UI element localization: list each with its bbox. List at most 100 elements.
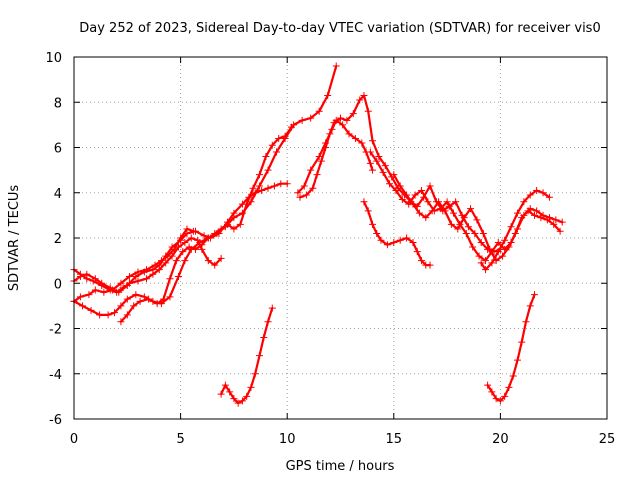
data-point (543, 216, 551, 224)
data-point (262, 153, 270, 161)
data-point (473, 216, 481, 224)
data-point (513, 356, 521, 364)
chart-title: Day 252 of 2023, Sidereal Day-to-day VTE… (79, 21, 600, 36)
data-point (396, 182, 404, 190)
data-point (211, 229, 219, 237)
data-point (479, 229, 487, 237)
data-point (166, 275, 174, 283)
data-point (409, 239, 417, 247)
series-line (298, 94, 502, 253)
data-point (294, 189, 302, 197)
x-tick-label: 0 (70, 432, 78, 447)
data-point (552, 216, 560, 224)
x-tick-label: 20 (492, 432, 509, 447)
series-arc-11 (477, 186, 553, 274)
data-point (368, 220, 376, 228)
series-arc-3 (70, 225, 197, 305)
data-point (511, 229, 519, 237)
series-arc-8 (360, 198, 434, 269)
series-line (296, 119, 374, 194)
data-point (403, 234, 411, 242)
data-point (204, 257, 212, 265)
data-point (234, 399, 242, 407)
y-tick-label: 4 (54, 187, 62, 202)
data-point (125, 272, 133, 280)
data-point (428, 207, 436, 215)
data-point (337, 114, 344, 122)
data-point (533, 207, 541, 215)
data-point (356, 96, 364, 104)
data-point (230, 225, 238, 233)
data-point (373, 229, 381, 237)
data-point (492, 395, 500, 403)
data-point (275, 134, 283, 142)
data-point (200, 232, 208, 240)
x-tick-label: 15 (386, 432, 403, 447)
data-point (526, 302, 534, 310)
data-point (130, 302, 138, 310)
data-point (153, 300, 161, 308)
x-tick-label: 10 (279, 432, 296, 447)
data-point (550, 220, 558, 228)
data-point (79, 302, 87, 310)
y-tick-label: 10 (45, 51, 62, 66)
data-point (349, 110, 357, 118)
data-point (462, 229, 470, 237)
x-tick-label: 25 (599, 432, 616, 447)
data-point (526, 191, 534, 199)
data-point (296, 193, 304, 201)
data-point (556, 227, 564, 235)
data-point (386, 180, 394, 188)
data-point (273, 148, 281, 156)
series-line (369, 150, 564, 262)
data-point (322, 144, 330, 151)
y-tick-label: 6 (54, 142, 62, 157)
data-point (390, 239, 398, 247)
data-point (518, 338, 526, 346)
data-point (513, 209, 521, 217)
series-arc-13 (484, 291, 539, 405)
data-point (268, 304, 276, 312)
data-point (181, 239, 189, 247)
series-arc-9 (366, 148, 566, 265)
data-point (260, 334, 268, 342)
data-point (270, 182, 278, 190)
data-point (418, 257, 426, 265)
data-point (123, 295, 131, 303)
y-tick-label: -4 (49, 368, 62, 383)
data-point (443, 198, 451, 206)
data-point (238, 397, 246, 405)
data-point (302, 191, 310, 199)
data-point (471, 229, 479, 237)
data-point (411, 191, 419, 199)
data-point (117, 279, 125, 287)
data-point (460, 214, 468, 222)
data-point (251, 370, 259, 378)
data-point (373, 157, 381, 165)
data-point (360, 198, 368, 206)
data-point (132, 291, 140, 299)
data-point (464, 223, 472, 231)
data-point (162, 259, 170, 267)
data-point (217, 254, 225, 262)
data-point (426, 261, 434, 269)
data-point (104, 311, 112, 319)
data-point (247, 383, 255, 391)
data-point (481, 266, 489, 274)
data-point (217, 390, 225, 398)
data-point (449, 209, 457, 217)
data-point (211, 261, 219, 269)
data-series (70, 62, 566, 407)
data-point (307, 114, 315, 122)
data-point (83, 270, 91, 278)
data-point (518, 214, 526, 222)
data-point (447, 220, 455, 228)
data-point (454, 225, 462, 233)
data-point (108, 286, 116, 294)
data-point (76, 293, 84, 301)
data-point (134, 277, 142, 285)
data-point (189, 227, 197, 235)
data-point (364, 207, 372, 215)
data-point (452, 198, 460, 206)
data-point (507, 223, 515, 231)
